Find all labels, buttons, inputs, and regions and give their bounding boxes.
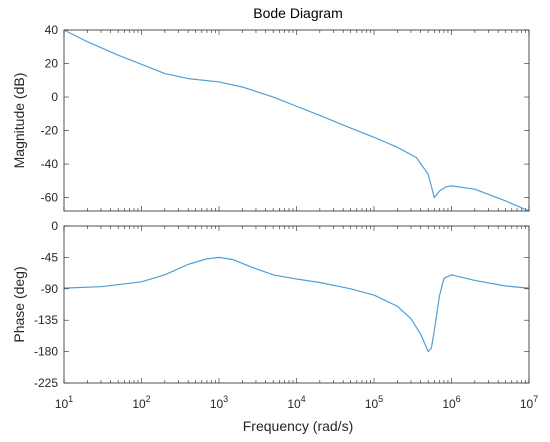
x-axis-label: Frequency (rad/s) (243, 418, 353, 434)
x-tick-label: 102 (132, 394, 150, 411)
x-tick-labels: 101 102 103 104 105 106 107 (55, 394, 538, 411)
phase-frame (63, 225, 530, 384)
phase-y-tick-labels: 0 -45 -90 -135 -180 -225 (34, 219, 58, 390)
magnitude-y-tick-labels: 40 20 0 -20 -40 -60 (41, 23, 59, 205)
magnitude-axis-label: Magnitude (dB) (11, 73, 27, 169)
magnitude-ticks (63, 29, 530, 211)
magnitude-curve (63, 29, 530, 212)
magnitude-y-tick-label: 20 (45, 57, 59, 71)
x-tick-label: 103 (210, 394, 228, 411)
x-tick-label: 101 (55, 394, 73, 411)
phase-panel: 0 -45 -90 -135 -180 -225 (34, 219, 530, 390)
magnitude-frame (63, 29, 530, 212)
phase-y-tick-label: -45 (41, 250, 59, 264)
phase-y-tick-label: -90 (41, 282, 59, 296)
x-tick-label: 104 (287, 394, 305, 411)
magnitude-plot-area (64, 30, 529, 211)
magnitude-y-tick-label: -60 (41, 191, 59, 205)
magnitude-y-tick-label: 0 (51, 90, 58, 104)
phase-y-tick-label: 0 (51, 219, 58, 233)
x-tick-label: 106 (442, 394, 460, 411)
magnitude-panel: 40 20 0 -20 -40 -60 (41, 23, 530, 212)
phase-plot-area (64, 226, 529, 383)
phase-y-tick-label: -180 (34, 345, 58, 359)
magnitude-y-tick-label: 40 (45, 23, 59, 37)
phase-y-tick-label: -135 (34, 313, 58, 327)
magnitude-y-tick-label: -40 (41, 157, 59, 171)
chart-title: Bode Diagram (253, 5, 343, 21)
x-tick-label: 105 (365, 394, 383, 411)
x-tick-label: 107 (520, 394, 538, 411)
phase-curve (63, 256, 530, 353)
magnitude-y-tick-label: -20 (41, 124, 59, 138)
phase-axis-label: Phase (deg) (11, 266, 27, 342)
phase-y-tick-label: -225 (34, 376, 58, 390)
